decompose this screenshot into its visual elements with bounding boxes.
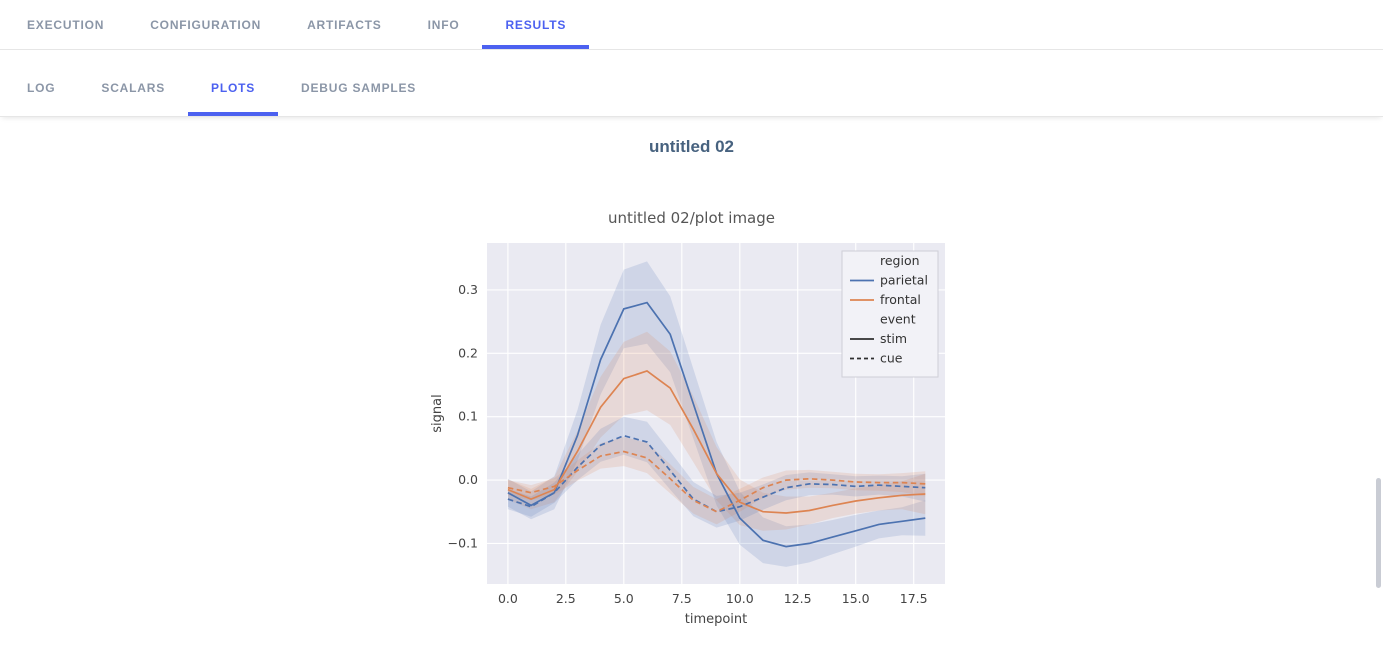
band-frontal-stim [507, 331, 925, 531]
band-parietal-cue [507, 416, 925, 528]
legend-box [841, 250, 938, 378]
y-axis-label: signal [430, 394, 445, 432]
tab-scalars[interactable]: SCALARS [101, 80, 166, 95]
tab-results[interactable]: RESULTS [482, 0, 589, 49]
tab-execution[interactable]: EXECUTION [27, 17, 105, 32]
tab-log[interactable]: LOG [27, 80, 56, 95]
scrollbar-thumb[interactable] [1376, 478, 1381, 588]
x-tick-label: 15.0 [841, 591, 869, 606]
x-tick-label: 2.5 [555, 591, 575, 606]
y-tick-label: 0.0 [458, 472, 478, 487]
primary-tab-bar: EXECUTION CONFIGURATION ARTIFACTS INFO R… [0, 0, 1383, 50]
plots-panel: untitled 02 untitled 02/plot image 0.0 2.… [0, 137, 1383, 644]
chart-title: untitled 02/plot image [607, 209, 775, 227]
plot-group-title: untitled 02 [648, 137, 734, 156]
band-parietal-stim [507, 261, 925, 567]
tab-plots[interactable]: PLOTS [188, 50, 279, 116]
tab-debug-samples[interactable]: DEBUG SAMPLES [301, 80, 417, 95]
tab-artifacts[interactable]: ARTIFACTS [307, 17, 382, 32]
legend-label-event: event [880, 312, 916, 327]
x-tick-label: 10.0 [725, 591, 753, 606]
x-tick-label: 0.0 [497, 591, 517, 606]
y-tick-label: −0.1 [447, 535, 477, 550]
legend-label-region: region [880, 253, 920, 268]
tab-configuration[interactable]: CONFIGURATION [150, 17, 262, 32]
legend-label-cue: cue [880, 351, 903, 366]
legend-label-frontal: frontal [880, 292, 921, 307]
line-parietal-cue [507, 434, 925, 513]
results-sub-tab-bar: LOG SCALARS PLOTS DEBUG SAMPLES [0, 50, 1383, 117]
line-frontal-cue [507, 450, 925, 513]
x-tick-label: 12.5 [783, 591, 811, 606]
legend-label-stim: stim [880, 331, 907, 346]
y-tick-label: 0.2 [458, 345, 478, 360]
x-axis-label: timepoint [684, 612, 747, 627]
x-tick-label: 7.5 [671, 591, 691, 606]
y-tick-label: 0.3 [458, 282, 478, 297]
x-tick-label: 17.5 [899, 591, 927, 606]
y-tick-label: 0.1 [458, 409, 478, 424]
tab-info[interactable]: INFO [427, 17, 460, 32]
plot-figure[interactable]: untitled 02/plot image 0.0 2.5 5.0 7.5 10.0 1… [427, 209, 957, 644]
x-tick-label: 5.0 [613, 591, 633, 606]
line-frontal-stim [507, 370, 925, 514]
legend-label-parietal: parietal [880, 273, 928, 288]
band-frontal-cue [507, 437, 925, 525]
line-chart[interactable]: 0.0 2.5 5.0 7.5 10.0 12.5 15.0 17.5 −0.1 0.0 0.1 0.… [427, 239, 957, 644]
